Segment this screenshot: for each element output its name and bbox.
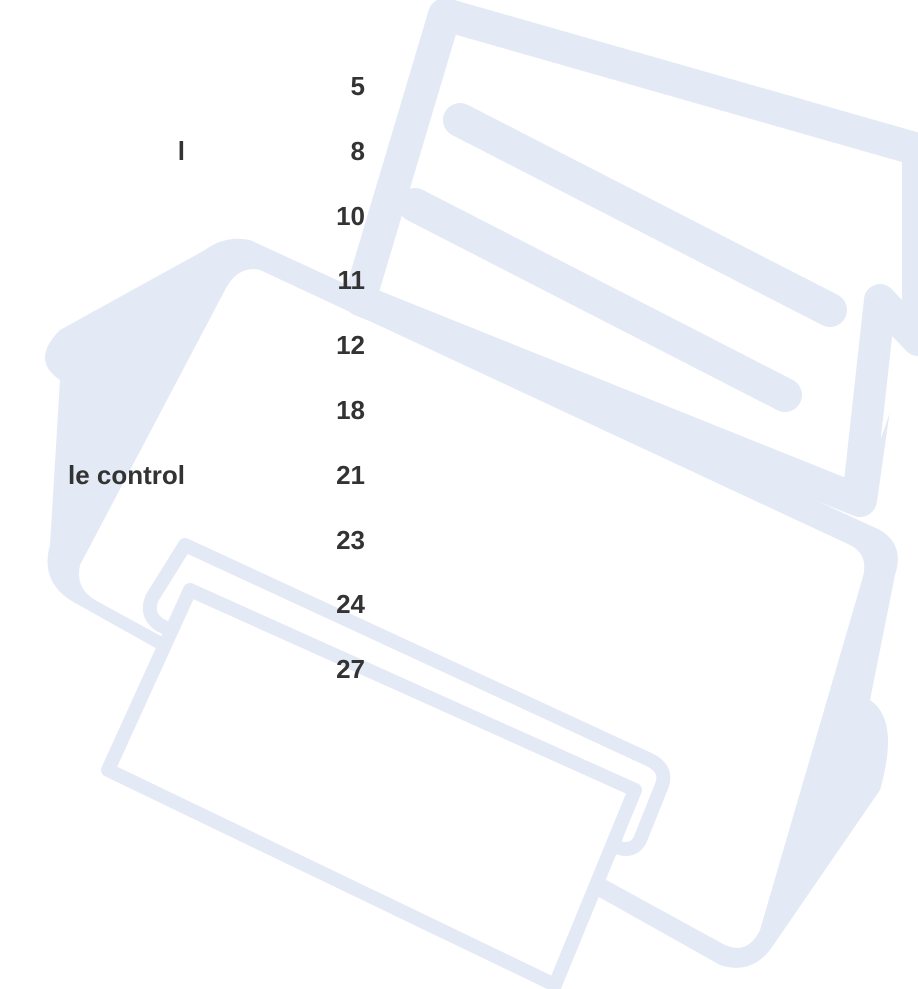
entry-page[interactable]: 21 bbox=[336, 460, 365, 490]
entry-page[interactable]: 11 bbox=[338, 265, 366, 295]
entry-page[interactable]: 10 bbox=[336, 201, 365, 231]
entry-page[interactable]: 18 bbox=[336, 395, 365, 425]
entry-title[interactable]: le control bbox=[68, 460, 185, 490]
entry-page[interactable]: 8 bbox=[351, 136, 365, 166]
entry-page[interactable]: 5 bbox=[351, 71, 365, 101]
entry-page[interactable]: 27 bbox=[336, 654, 365, 684]
page: {"toc": {"entries": [ {"page": "5"}, {"t… bbox=[0, 0, 918, 989]
entry-page[interactable]: 23 bbox=[336, 525, 365, 555]
entry-page[interactable]: 12 bbox=[336, 330, 365, 360]
entry-title[interactable]: l bbox=[178, 136, 185, 166]
entry-page[interactable]: 24 bbox=[336, 589, 365, 619]
printer-illustration bbox=[0, 0, 918, 989]
